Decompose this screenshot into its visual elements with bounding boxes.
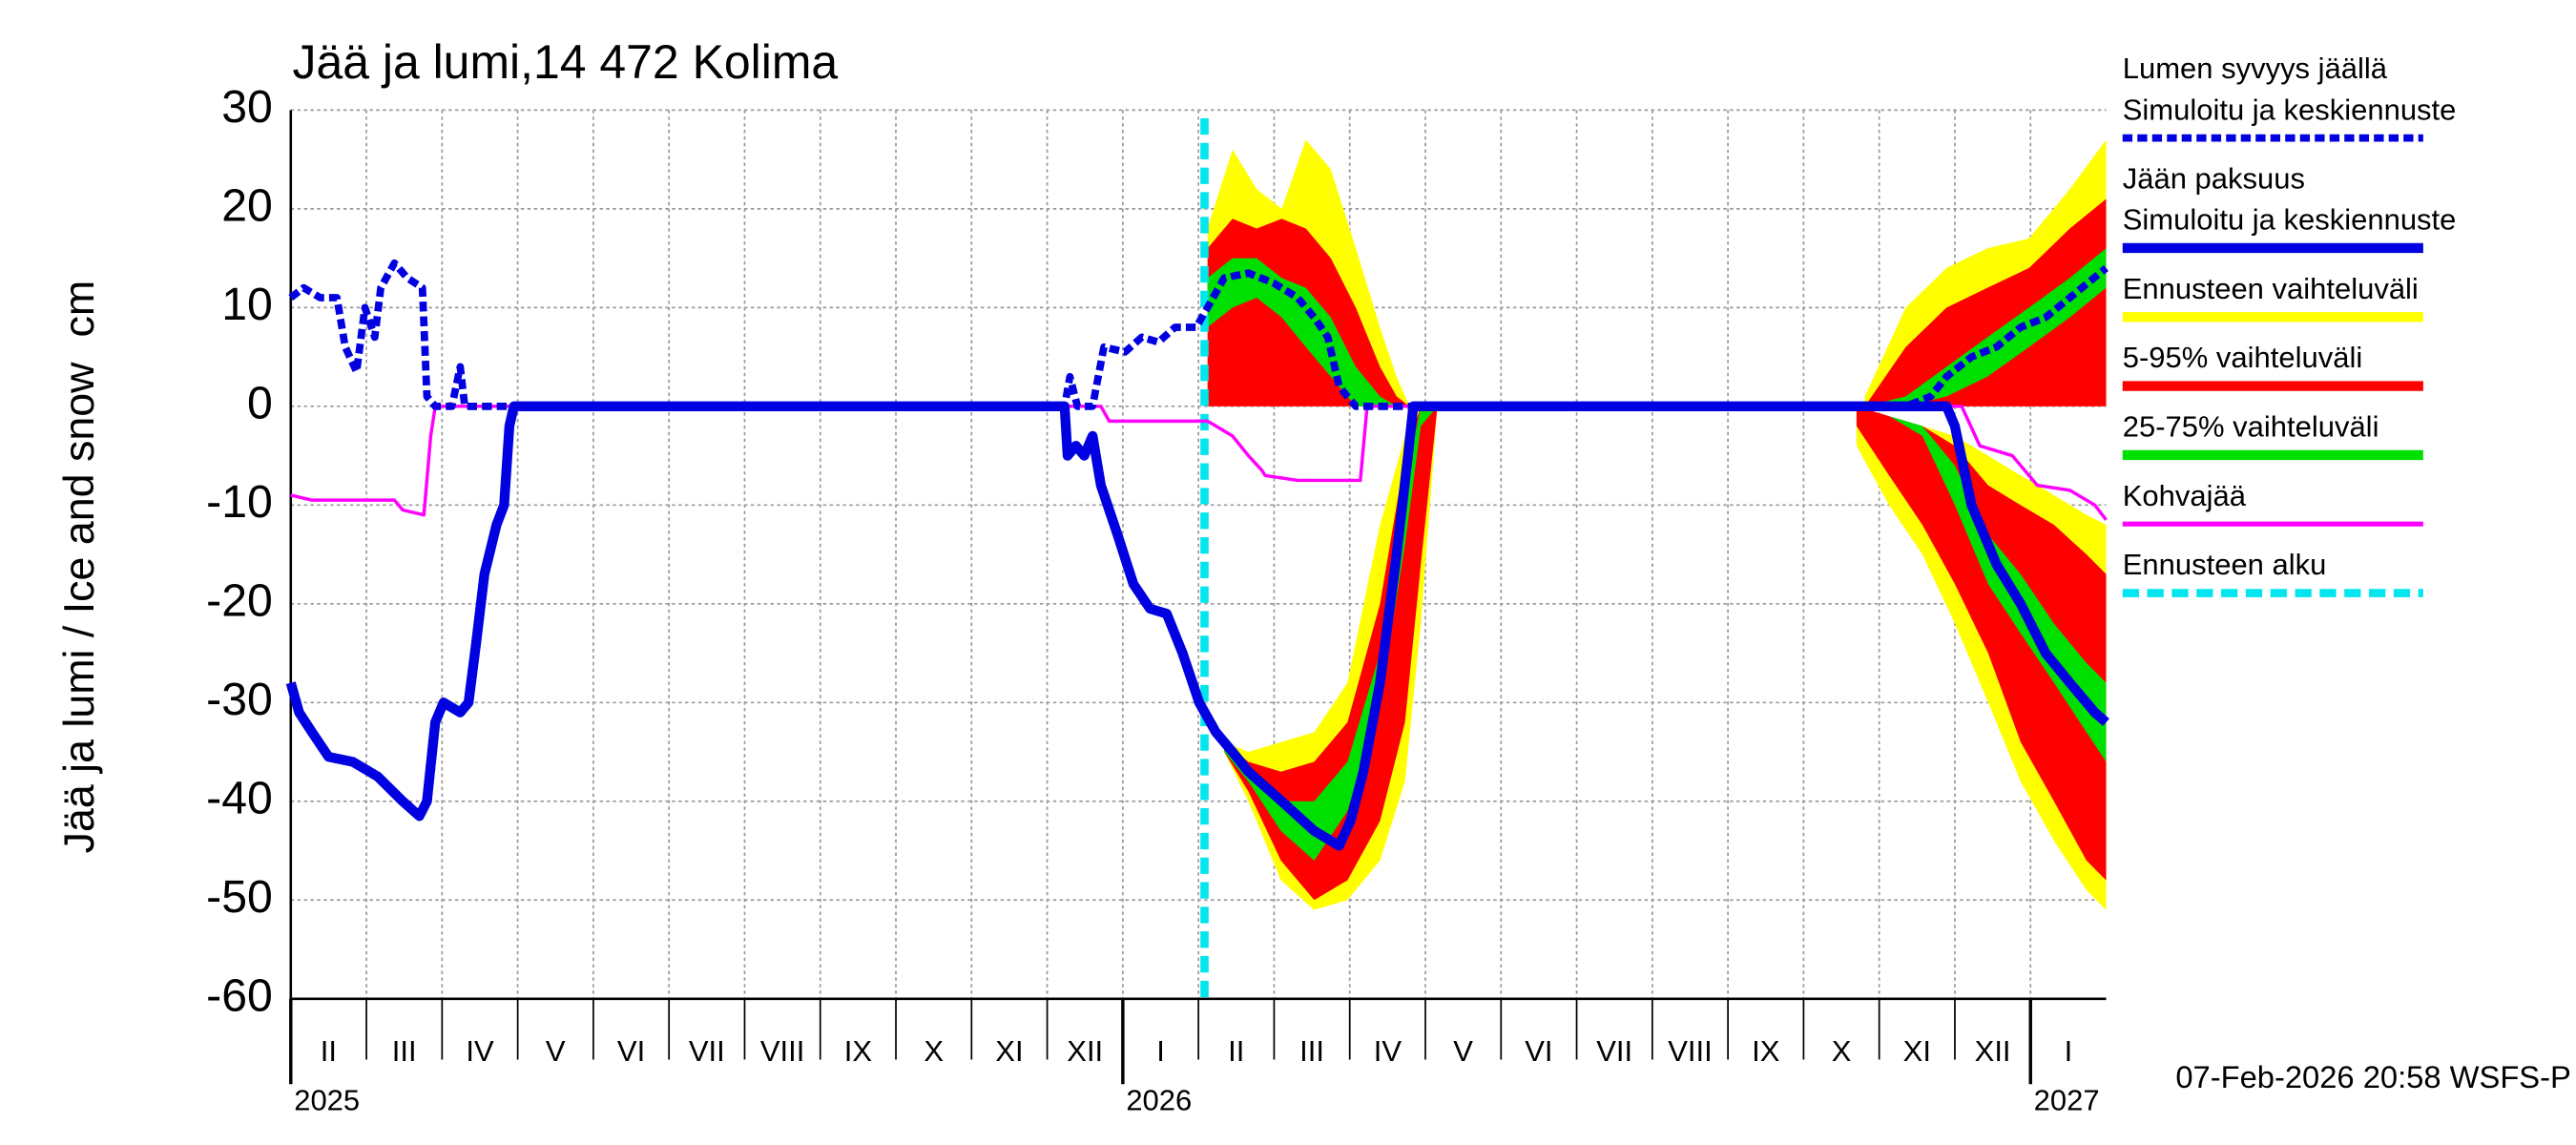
y-tick-label: -30 xyxy=(206,674,273,725)
legend-label: Ennusteen vaihteluväli xyxy=(2123,272,2419,305)
y-axis-unit: cm xyxy=(55,281,103,338)
series-line xyxy=(290,405,2108,521)
band-area xyxy=(1207,258,1410,406)
y-tick-label: 0 xyxy=(247,378,273,429)
band-area xyxy=(1856,406,2107,881)
month-label: IV xyxy=(466,1034,494,1068)
month-label: II xyxy=(321,1034,337,1068)
legend-label: Kohvajää xyxy=(2123,479,2247,512)
y-tick-label: -20 xyxy=(206,575,273,627)
month-label: XI xyxy=(995,1034,1023,1068)
month-label: V xyxy=(546,1034,566,1068)
month-label: V xyxy=(1453,1034,1473,1068)
legend-label: Lumen syvyys jäällä xyxy=(2123,52,2388,85)
legend-label: Ennusteen alku xyxy=(2123,548,2327,581)
year-label: 2027 xyxy=(2034,1083,2100,1116)
month-label: IV xyxy=(1374,1034,1402,1068)
y-tick-label: 20 xyxy=(221,180,273,232)
month-label: X xyxy=(1832,1034,1852,1068)
month-label: VIII xyxy=(1668,1034,1713,1068)
month-label: I xyxy=(2065,1034,2073,1068)
y-tick-label: -60 xyxy=(206,970,273,1022)
legend-label: 5-95% vaihteluväli xyxy=(2123,341,2362,374)
month-label: II xyxy=(1228,1034,1244,1068)
footer: 07-Feb-2026 20:58 WSFS-P xyxy=(2175,1059,2570,1094)
month-label: X xyxy=(924,1034,944,1068)
month-label: VI xyxy=(1525,1034,1552,1068)
month-label: VI xyxy=(617,1034,645,1068)
month-label: XII xyxy=(1975,1034,2011,1068)
month-label: IX xyxy=(844,1034,873,1068)
year-label: 2025 xyxy=(294,1083,360,1116)
legend-label: Simuloitu ja keskiennuste xyxy=(2123,93,2457,126)
month-label: III xyxy=(1299,1034,1324,1068)
y-tick-label: 10 xyxy=(221,279,273,330)
band-area xyxy=(1864,248,2107,406)
band-area xyxy=(1224,406,1438,861)
y-axis-label: Jää ja lumi / Ice and snow xyxy=(55,362,103,854)
year-label: 2026 xyxy=(1126,1083,1192,1116)
legend-label: 25-75% vaihteluväli xyxy=(2123,410,2379,444)
month-label: XII xyxy=(1067,1034,1103,1068)
month-label: VII xyxy=(1596,1034,1632,1068)
series-line xyxy=(288,259,2109,410)
legend-label: Jään paksuus xyxy=(2123,162,2305,196)
y-tick-label: 30 xyxy=(221,81,273,133)
month-label: VIII xyxy=(760,1034,805,1068)
chart-title: Jää ja lumi,14 472 Kolima xyxy=(293,35,839,89)
month-label: XI xyxy=(1903,1034,1931,1068)
y-tick-label: -50 xyxy=(206,871,273,923)
band-area xyxy=(1224,406,1438,901)
legend-label: Simuloitu ja keskiennuste xyxy=(2123,203,2457,237)
month-label: I xyxy=(1156,1034,1165,1068)
month-label: IX xyxy=(1752,1034,1780,1068)
month-label: VII xyxy=(689,1034,725,1068)
y-tick-label: -10 xyxy=(206,476,273,528)
band-area xyxy=(1864,198,2107,406)
month-label: III xyxy=(392,1034,417,1068)
y-tick-label: -40 xyxy=(206,773,273,824)
